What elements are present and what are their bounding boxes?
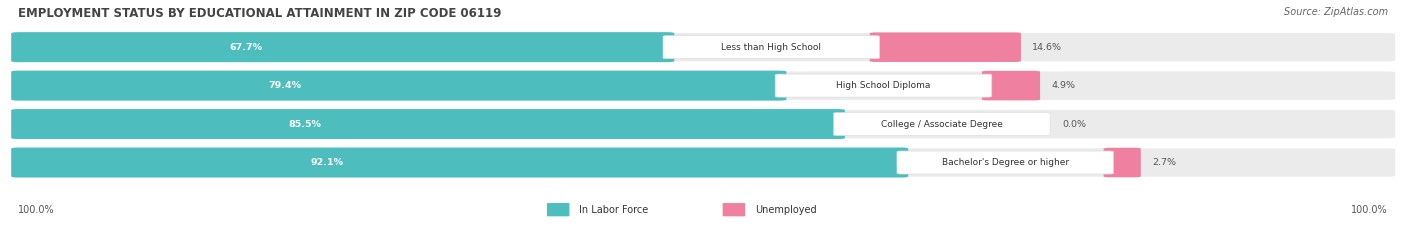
FancyBboxPatch shape: [11, 71, 786, 101]
FancyBboxPatch shape: [897, 151, 1114, 174]
Text: 100.0%: 100.0%: [18, 205, 55, 215]
FancyBboxPatch shape: [870, 32, 1021, 62]
Text: High School Diploma: High School Diploma: [837, 81, 931, 90]
FancyBboxPatch shape: [10, 147, 1396, 178]
Text: 79.4%: 79.4%: [269, 81, 301, 90]
FancyBboxPatch shape: [11, 109, 845, 139]
FancyBboxPatch shape: [723, 203, 745, 216]
FancyBboxPatch shape: [10, 109, 1396, 139]
FancyBboxPatch shape: [775, 74, 991, 97]
Text: 92.1%: 92.1%: [311, 158, 344, 167]
Text: College / Associate Degree: College / Associate Degree: [882, 120, 1002, 129]
Text: 4.9%: 4.9%: [1052, 81, 1076, 90]
FancyBboxPatch shape: [664, 36, 880, 59]
FancyBboxPatch shape: [834, 113, 1050, 136]
FancyBboxPatch shape: [11, 147, 908, 178]
Text: 67.7%: 67.7%: [229, 43, 262, 52]
Text: EMPLOYMENT STATUS BY EDUCATIONAL ATTAINMENT IN ZIP CODE 06119: EMPLOYMENT STATUS BY EDUCATIONAL ATTAINM…: [18, 7, 502, 20]
FancyBboxPatch shape: [10, 70, 1396, 101]
Text: Bachelor's Degree or higher: Bachelor's Degree or higher: [942, 158, 1069, 167]
Text: Less than High School: Less than High School: [721, 43, 821, 52]
Text: 2.7%: 2.7%: [1152, 158, 1175, 167]
FancyBboxPatch shape: [981, 71, 1040, 100]
FancyBboxPatch shape: [547, 203, 569, 216]
Text: 14.6%: 14.6%: [1032, 43, 1062, 52]
FancyBboxPatch shape: [1104, 148, 1140, 177]
Text: 85.5%: 85.5%: [288, 120, 322, 129]
Text: Unemployed: Unemployed: [755, 205, 817, 215]
Text: 0.0%: 0.0%: [1063, 120, 1087, 129]
Text: In Labor Force: In Labor Force: [579, 205, 648, 215]
Text: Source: ZipAtlas.com: Source: ZipAtlas.com: [1284, 7, 1388, 17]
Text: 100.0%: 100.0%: [1351, 205, 1388, 215]
FancyBboxPatch shape: [11, 32, 675, 62]
FancyBboxPatch shape: [10, 32, 1396, 62]
